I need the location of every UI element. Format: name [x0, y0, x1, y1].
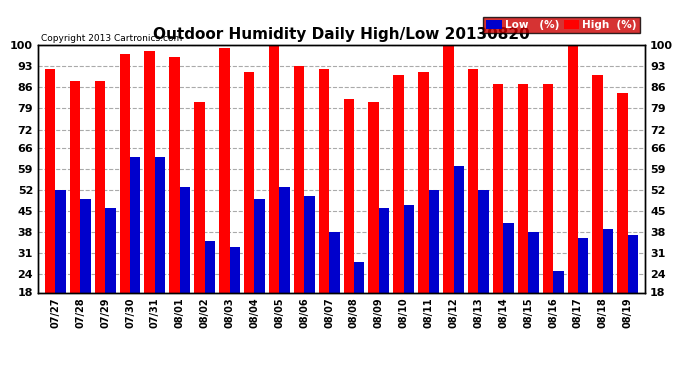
Bar — [319, 69, 329, 292]
Bar — [404, 205, 414, 292]
Bar — [70, 81, 80, 292]
Bar — [428, 190, 439, 292]
Bar — [418, 72, 428, 292]
Bar — [528, 232, 539, 292]
Bar — [593, 75, 603, 292]
Bar — [119, 54, 130, 292]
Bar — [55, 190, 66, 292]
Bar — [180, 187, 190, 292]
Bar — [95, 81, 105, 292]
Bar — [493, 84, 503, 292]
Bar — [603, 229, 613, 292]
Bar — [518, 84, 528, 292]
Bar — [269, 45, 279, 292]
Bar — [344, 99, 354, 292]
Bar — [354, 262, 364, 292]
Bar — [329, 232, 339, 292]
Text: Copyright 2013 Cartronics.com: Copyright 2013 Cartronics.com — [41, 33, 182, 42]
Bar — [379, 208, 389, 292]
Bar — [478, 190, 489, 292]
Bar — [130, 157, 141, 292]
Bar — [45, 69, 55, 292]
Bar — [443, 45, 453, 292]
Bar — [144, 51, 155, 292]
Bar — [628, 235, 638, 292]
Bar — [279, 187, 290, 292]
Bar — [368, 102, 379, 292]
Bar — [80, 199, 90, 292]
Bar — [294, 66, 304, 292]
Bar — [194, 102, 205, 292]
Bar — [230, 247, 240, 292]
Bar — [578, 238, 589, 292]
Bar — [255, 199, 265, 292]
Title: Outdoor Humidity Daily High/Low 20130820: Outdoor Humidity Daily High/Low 20130820 — [153, 27, 530, 42]
Bar — [567, 45, 578, 292]
Bar — [618, 93, 628, 292]
Bar — [169, 57, 180, 292]
Bar — [155, 157, 166, 292]
Bar — [219, 48, 230, 292]
Bar — [468, 69, 478, 292]
Bar — [542, 84, 553, 292]
Bar — [453, 166, 464, 292]
Bar — [304, 196, 315, 292]
Bar — [244, 72, 255, 292]
Bar — [553, 272, 564, 292]
Bar — [393, 75, 404, 292]
Bar — [205, 241, 215, 292]
Bar — [503, 223, 514, 292]
Legend: Low   (%), High  (%): Low (%), High (%) — [483, 17, 640, 33]
Bar — [105, 208, 116, 292]
